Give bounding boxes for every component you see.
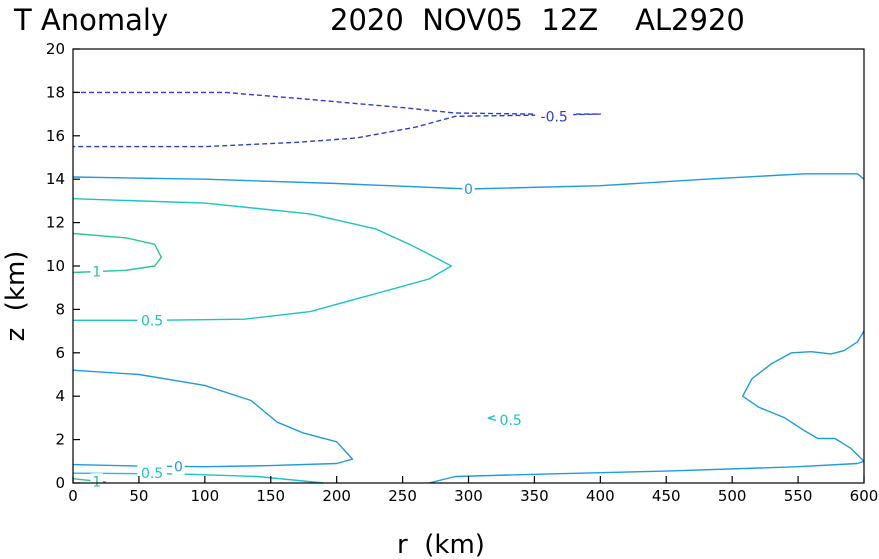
contour-label: 0 [174, 460, 183, 476]
x-tick-label: 550 [784, 487, 813, 505]
x-axis-ticks: 0 50 100 150 200 250 300 350 400 450 500 550 600 [68, 476, 878, 505]
contour-lines [72, 91, 865, 484]
contour-label: 0 [464, 182, 473, 198]
x-tick-label: 100 [191, 487, 220, 505]
contour-labels: -0.5 0 0 0.5 0.5 0.5 1 1 [90, 108, 574, 490]
contour-label-bg [172, 458, 185, 475]
contour-line [72, 198, 453, 321]
contour-line [742, 330, 865, 462]
y-tick-label: 14 [46, 170, 65, 188]
y-tick-label: 6 [55, 344, 65, 362]
contour-label-bg [90, 263, 103, 280]
contour-label-bg [462, 180, 475, 197]
y-tick-label: 16 [46, 127, 65, 145]
contour-line [72, 472, 324, 484]
x-tick-label: 150 [256, 487, 285, 505]
contour-label: -0.5 [541, 109, 568, 125]
contour-label: 0.5 [141, 466, 163, 482]
contour-line [428, 460, 865, 484]
contour-label-bg [137, 465, 167, 482]
x-tick-label: 500 [718, 487, 747, 505]
contour-line [72, 369, 354, 468]
x-tick-label: 600 [850, 487, 879, 505]
x-tick-label: 250 [388, 487, 417, 505]
x-tick-label: 0 [68, 487, 78, 505]
y-tick-label: 10 [46, 257, 65, 275]
contour-label: 1 [92, 264, 101, 280]
contour-label: 1 [92, 474, 101, 490]
contour-label-bg [90, 473, 103, 490]
y-axis-label: z (km) [1, 251, 31, 342]
contour-label-bg [495, 412, 526, 429]
contour-label-bg [535, 108, 574, 125]
y-tick-label: 20 [46, 40, 65, 58]
y-tick-label: 8 [55, 300, 65, 318]
x-tick-label: 350 [520, 487, 549, 505]
y-axis-ticks: 0 2 4 6 8 10 12 14 16 18 20 [46, 40, 80, 492]
chart-title: T Anomaly [13, 3, 168, 37]
x-tick-label: 300 [454, 487, 483, 505]
contour-line [72, 173, 865, 190]
y-tick-label: 0 [55, 474, 65, 492]
contour-label-bg [137, 312, 167, 329]
x-tick-label: 50 [129, 487, 148, 505]
y-tick-label: 4 [55, 387, 65, 405]
plot-frame [72, 48, 865, 484]
x-tick-label: 400 [586, 487, 615, 505]
y-tick-label: 2 [55, 431, 65, 449]
y-tick-label: 12 [46, 214, 65, 232]
contour-line [72, 232, 162, 274]
chart-date-storm: 2020 NOV05 12Z AL2920 [330, 3, 745, 37]
contour-line [73, 91, 601, 148]
x-axis-label: r (km) [397, 530, 485, 559]
contour-label: 0.5 [141, 313, 163, 329]
x-tick-label: 200 [322, 487, 351, 505]
x-tick-label: 450 [652, 487, 681, 505]
y-tick-label: 18 [46, 83, 65, 101]
contour-label: 0.5 [500, 413, 522, 429]
